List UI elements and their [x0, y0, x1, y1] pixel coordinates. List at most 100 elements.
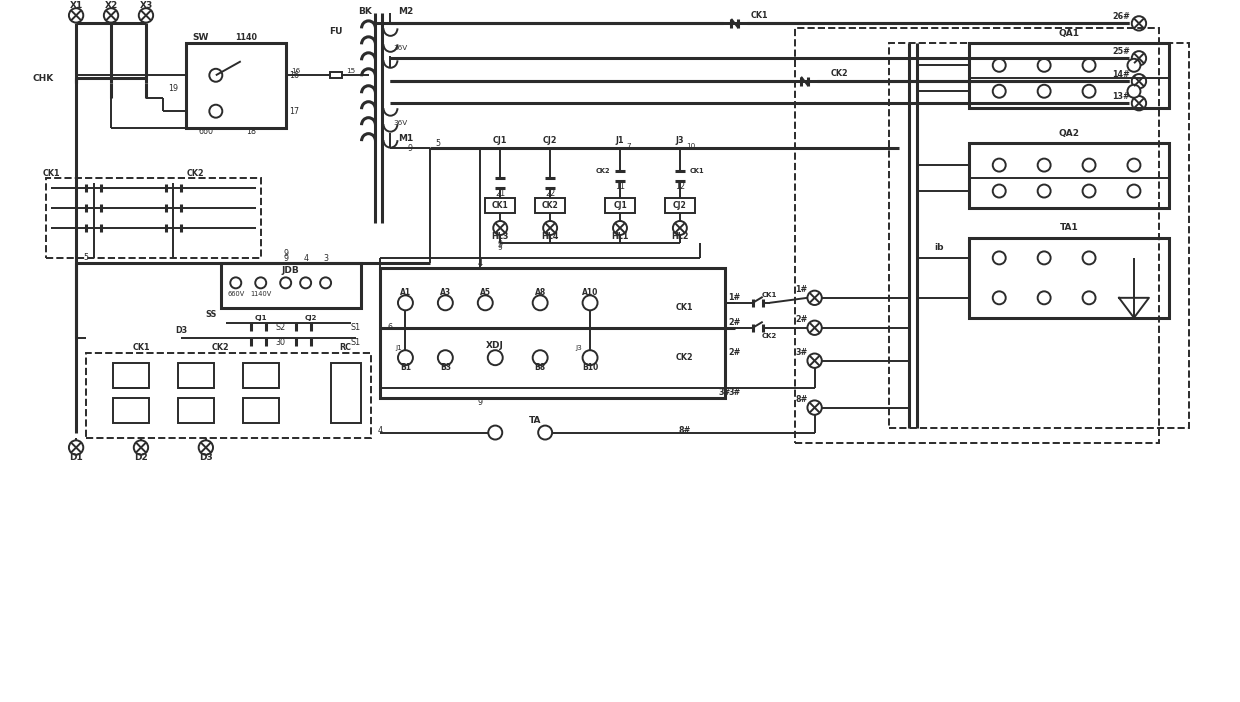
Text: CK1: CK1	[763, 292, 777, 298]
Bar	[889, 44, 1189, 428]
Bar	[177, 363, 213, 388]
Bar	[605, 198, 635, 213]
Text: 18: 18	[246, 126, 255, 135]
Circle shape	[807, 321, 822, 335]
Text: TA: TA	[529, 416, 542, 425]
Circle shape	[398, 296, 413, 310]
Bar	[221, 263, 361, 307]
Bar	[970, 143, 1169, 208]
Text: 4: 4	[477, 259, 482, 268]
Bar	[186, 44, 285, 128]
Circle shape	[69, 440, 83, 455]
Text: S1: S1	[351, 338, 361, 347]
Text: 2#: 2#	[729, 318, 742, 327]
Text: D3: D3	[175, 326, 187, 336]
Text: D3: D3	[198, 453, 213, 462]
Circle shape	[993, 59, 1006, 72]
Text: 3#: 3#	[719, 388, 730, 397]
Circle shape	[104, 8, 118, 22]
Text: 36V: 36V	[393, 46, 408, 51]
Text: CK2: CK2	[187, 168, 205, 178]
Text: 26#: 26#	[1112, 12, 1130, 21]
Text: 36V: 36V	[393, 120, 408, 126]
Text: A5: A5	[480, 289, 491, 298]
Circle shape	[1038, 251, 1050, 265]
Circle shape	[1083, 185, 1095, 197]
Text: CK1: CK1	[42, 168, 60, 178]
Text: 1#: 1#	[796, 285, 807, 294]
Text: CK2: CK2	[831, 69, 848, 78]
Circle shape	[198, 440, 213, 455]
Text: X3: X3	[139, 1, 153, 10]
Text: A1: A1	[399, 289, 410, 298]
Text: J1: J1	[396, 345, 402, 351]
Text: B8: B8	[534, 363, 546, 372]
Text: CK1: CK1	[689, 168, 704, 174]
Circle shape	[210, 105, 222, 118]
Text: 12: 12	[675, 182, 684, 190]
Circle shape	[993, 85, 1006, 98]
Text: 9: 9	[477, 398, 482, 407]
Circle shape	[1132, 51, 1146, 65]
Text: CK2: CK2	[542, 201, 558, 210]
Text: 660: 660	[198, 126, 213, 135]
Text: J3: J3	[676, 135, 684, 145]
Text: TA1: TA1	[1060, 223, 1079, 232]
Circle shape	[993, 291, 1006, 304]
Text: 9: 9	[498, 245, 502, 251]
Circle shape	[583, 296, 598, 310]
Text: 22: 22	[546, 189, 556, 197]
Text: 1140V: 1140V	[250, 291, 272, 297]
Text: 1#: 1#	[729, 293, 740, 303]
Text: 14#: 14#	[1112, 69, 1130, 79]
Circle shape	[538, 425, 552, 439]
Bar	[46, 178, 260, 258]
Circle shape	[807, 354, 822, 368]
Text: J1: J1	[616, 135, 624, 145]
Text: M2: M2	[398, 7, 413, 16]
Text: 3: 3	[324, 254, 329, 263]
Text: 25#: 25#	[1112, 47, 1130, 56]
Circle shape	[489, 425, 502, 439]
Circle shape	[1127, 185, 1141, 197]
Text: 4: 4	[378, 426, 383, 435]
Text: D1: D1	[69, 453, 83, 462]
Text: 17: 17	[289, 107, 299, 116]
Text: B1: B1	[401, 363, 410, 372]
Circle shape	[533, 296, 548, 310]
Bar	[177, 397, 213, 423]
Circle shape	[210, 69, 222, 81]
Bar	[665, 198, 694, 213]
Circle shape	[1038, 185, 1050, 197]
Text: 2#: 2#	[795, 315, 807, 324]
Text: 8#: 8#	[795, 395, 807, 404]
Text: FU: FU	[329, 27, 342, 36]
Text: CK1: CK1	[751, 11, 769, 20]
Text: CK1: CK1	[492, 201, 508, 210]
Text: 21: 21	[495, 189, 506, 197]
Bar	[243, 363, 279, 388]
Text: HL1: HL1	[611, 232, 629, 241]
Text: CJ1: CJ1	[613, 201, 627, 210]
Text: CK1: CK1	[676, 303, 693, 312]
Circle shape	[1038, 85, 1050, 98]
Bar	[243, 397, 279, 423]
Text: CK2: CK2	[763, 333, 777, 339]
Text: B3: B3	[440, 363, 451, 372]
Text: 2#: 2#	[729, 348, 742, 357]
Circle shape	[438, 296, 453, 310]
Text: 9: 9	[283, 254, 288, 263]
Text: 13#: 13#	[1112, 92, 1130, 100]
Bar	[331, 363, 361, 423]
Text: CJ2: CJ2	[673, 201, 687, 210]
Circle shape	[487, 350, 502, 365]
Bar	[381, 268, 725, 397]
Text: 10: 10	[686, 143, 696, 149]
Circle shape	[1038, 291, 1050, 304]
Text: JDB: JDB	[281, 266, 300, 275]
Circle shape	[993, 251, 1006, 265]
Text: HL3: HL3	[491, 232, 508, 241]
Text: CJ1: CJ1	[494, 135, 507, 145]
Circle shape	[993, 159, 1006, 171]
Circle shape	[1132, 96, 1146, 110]
